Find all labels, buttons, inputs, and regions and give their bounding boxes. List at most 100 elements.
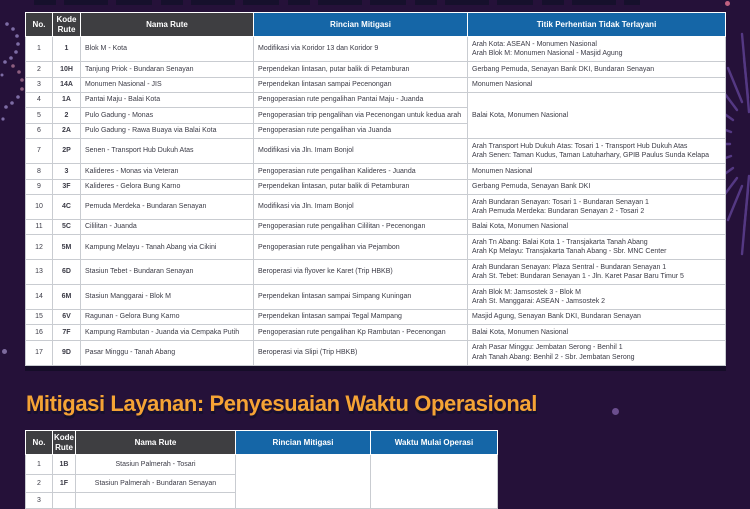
table1-row: 16 7F Kampung Rambutan - Juanda via Cempak… xyxy=(25,324,726,341)
cell-kode-rute: 5C xyxy=(52,218,81,236)
mitigation-route-table-section: No. Kode Rute Nama Rute Rincian Mitigasi… xyxy=(25,11,726,366)
cell-no: 1 xyxy=(25,454,53,476)
cell-titik-perhentian: Gerbang Pemuda, Senayan Bank DKI, Bundar… xyxy=(467,61,726,78)
cell-titik-perhentian: Arah Bundaran Senayan: Tosari 1 - Bundar… xyxy=(467,194,726,220)
titik-line: Balai Kota, Monumen Nasional xyxy=(472,223,569,231)
titik-line: Arah Bundaran Senayan: Plaza Sentral - B… xyxy=(472,263,667,271)
cell-kode-rute: 14A xyxy=(52,76,81,93)
cell-rincian-mitigasi: Pengoperasian rute pengalihan via Pejamb… xyxy=(253,234,468,261)
cell-no: 7 xyxy=(25,138,53,165)
table2-body: 1 1B Stasiun Palmerah - Tosari 2 1F Stasiun P… xyxy=(25,454,498,509)
cell-kode-rute: 6V xyxy=(52,308,81,326)
titik-line: Arah Tanah Abang: Benhil 2 - Sbr. Jembat… xyxy=(472,353,635,361)
cell-kode-rute: 1A xyxy=(52,91,81,109)
titik-line: Arah St. Manggarai: ASEAN - Jamsostek 2 xyxy=(472,298,606,305)
cell-no: 9 xyxy=(25,178,53,196)
route-mitigation-table: No. Kode Rute Nama Rute Rincian Mitigasi… xyxy=(25,11,726,366)
cell-no: 14 xyxy=(25,284,53,310)
cell-kode-rute: 2P xyxy=(52,138,81,165)
cell-nama-rute: Kalideres - Monas via Veteran xyxy=(80,163,254,180)
cell-rincian-mitigasi: Beroperasi via flyover ke Karet (Trip HB… xyxy=(253,259,468,286)
operational-time-table-section: No. Kode Rute Nama Rute Rincian Mitigasi… xyxy=(25,429,498,509)
cell-rincian-mitigasi: Pengoperasian rute pengalihan via Juanda xyxy=(253,122,468,140)
cell-no: 15 xyxy=(25,308,53,326)
titik-line: Arah Blok M: Jamsostek 3 - Blok M xyxy=(472,288,581,296)
table2-row: 2 1F Stasiun Palmerah - Bundaran Senayan xyxy=(25,474,498,494)
table2-header-kode-rute: Kode Rute xyxy=(52,429,76,456)
cell-kode-rute: 1F xyxy=(52,474,76,494)
table1-header-kode-rute: Kode Rute xyxy=(52,11,81,38)
cell-nama-rute: Kampung Melayu - Tanah Abang via Cikini xyxy=(80,234,254,261)
cell-rincian-mitigasi: Perpendekan lintasan, putar balik di Pet… xyxy=(253,61,468,78)
cell-rincian-mitigasi: Pengoperasian rute pengalihan Cililitan … xyxy=(253,218,468,236)
table2-header-row: No. Kode Rute Nama Rute Rincian Mitigasi… xyxy=(25,429,498,456)
cell-no: 5 xyxy=(25,107,53,124)
cell-nama-rute: Pasar Minggu - Tanah Abang xyxy=(80,339,254,366)
table1-row: 15 6V Ragunan - Gelora Bung Karno Perpendek… xyxy=(25,308,726,326)
cell-waktu-mulai xyxy=(370,454,498,509)
cell-kode-rute: 3F xyxy=(52,178,81,196)
table2-header-rincian-mitigasi: Rincian Mitigasi xyxy=(235,429,371,456)
cell-rincian-mitigasi: Perpendekan lintasan sampai Simpang Kuni… xyxy=(253,284,468,310)
cell-rincian-mitigasi: Modifikasi via Jln. Imam Bonjol xyxy=(253,138,468,165)
table1-row: 13 6D Stasiun Tebet - Bundaran Senayan Bero… xyxy=(25,259,726,286)
cell-rincian-mitigasi xyxy=(235,454,371,509)
table1-header-titik-perhentian: Titik Perhentian Tidak Terlayani xyxy=(467,11,726,38)
confetti-dots-left xyxy=(0,22,24,121)
cell-nama-rute: Pemuda Merdeka - Bundaran Senayan xyxy=(80,194,254,220)
table1-row: 2 10H Tanjung Priok - Bundaran Senayan Perp… xyxy=(25,61,726,78)
cell-kode-rute: 3 xyxy=(52,163,81,180)
table1-row: 3 14A Monumen Nasional - JIS Perpendekan li… xyxy=(25,76,726,93)
cell-no: 12 xyxy=(25,234,53,261)
table2-header-waktu-mulai: Waktu Mulai Operasi xyxy=(370,429,498,456)
cell-nama-rute: Blok M - Kota xyxy=(80,36,254,63)
cell-no: 2 xyxy=(25,474,53,494)
cell-titik-perhentian: Arah Kota: ASEAN - Monumen Nasional Arah … xyxy=(467,36,726,63)
cell-no: 4 xyxy=(25,91,53,109)
table1-header-rincian-mitigasi: Rincian Mitigasi xyxy=(253,11,468,38)
cell-no: 17 xyxy=(25,339,53,366)
titik-line: Arah Kp Melayu: Transjakarta Tanah Abang… xyxy=(472,248,667,256)
table1-row: 9 3F Kalideres - Gelora Bung Karno Perpende… xyxy=(25,178,726,196)
cell-rincian-mitigasi: Pengoperasian rute pengalihan Kp Rambuta… xyxy=(253,324,468,341)
cell-rincian-mitigasi: Pengoperasian trip pengalihan via Peceno… xyxy=(253,107,468,124)
operational-time-table: No. Kode Rute Nama Rute Rincian Mitigasi… xyxy=(25,429,498,509)
cell-nama-rute: Stasiun Manggarai - Blok M xyxy=(80,284,254,310)
cell-titik-perhentian: Arah Tn Abang: Balai Kota 1 - Transjakar… xyxy=(467,234,726,261)
confetti-dot xyxy=(2,349,7,354)
titik-line: Gerbang Pemuda, Senayan Bank DKI, Bundar… xyxy=(472,65,655,73)
section2-title: Mitigasi Layanan: Penyesuaian Waktu Oper… xyxy=(26,391,537,416)
cell-kode-rute: 6M xyxy=(52,284,81,310)
titik-line: Monumen Nasional xyxy=(472,81,533,88)
cell-titik-perhentian: Arah Blok M: Jamsostek 3 - Blok M Arah St… xyxy=(467,284,726,310)
cell-no: 10 xyxy=(25,194,53,220)
table1-header-row: No. Kode Rute Nama Rute Rincian Mitigasi… xyxy=(25,11,726,38)
titik-line: Arah Blok M: Monumen Nasional - Masjid A… xyxy=(472,50,623,58)
cell-nama-rute: Pulo Gadung - Monas xyxy=(80,107,254,124)
cell-nama-rute: Senen - Transport Hub Dukuh Atas xyxy=(80,138,254,165)
cell-rincian-mitigasi: Pengoperasian rute pengalihan Kalideres … xyxy=(253,163,468,180)
confetti-dot xyxy=(612,408,619,415)
cell-nama-rute: Pulo Gadung - Rawa Buaya via Balai Kota xyxy=(80,122,254,140)
cell-no: 3 xyxy=(25,76,53,93)
cell-kode-rute: 6D xyxy=(52,259,81,286)
cell-nama-rute: Monumen Nasional - JIS xyxy=(80,76,254,93)
cell-no: 13 xyxy=(25,259,53,286)
cell-kode-rute: 9D xyxy=(52,339,81,366)
cell-nama-rute: Stasiun Tebet - Bundaran Senayan xyxy=(80,259,254,286)
cell-nama-rute: Pantai Maju - Balai Kota xyxy=(80,91,254,109)
titik-line: Arah Kota: ASEAN - Monumen Nasional xyxy=(472,40,597,48)
cell-no: 6 xyxy=(25,122,53,140)
table1-row: 12 5M Kampung Melayu - Tanah Abang via Cik… xyxy=(25,234,726,261)
cell-nama-rute: Cililitan - Juanda xyxy=(80,218,254,236)
cell-titik-perhentian: Arah Bundaran Senayan: Plaza Sentral - B… xyxy=(467,259,726,286)
cell-rincian-mitigasi: Perpendekan lintasan, putar balik di Pet… xyxy=(253,178,468,196)
cell-no: 2 xyxy=(25,61,53,78)
cell-nama-rute: Stasiun Palmerah - Bundaran Senayan xyxy=(75,474,236,494)
cell-titik-perhentian: Masjid Agung, Senayan Bank DKI, Bundaran… xyxy=(467,308,726,326)
table2-header-nama-rute: Nama Rute xyxy=(75,429,236,456)
table1-row: 11 5C Cililitan - Juanda Pengoperasian rute… xyxy=(25,218,726,236)
cell-kode-rute: 2 xyxy=(52,107,81,124)
titik-line: Balai Kota, Monumen Nasional xyxy=(472,111,569,119)
titik-line: Arah Senen: Taman Kudus, Taman Latuharha… xyxy=(472,152,709,160)
